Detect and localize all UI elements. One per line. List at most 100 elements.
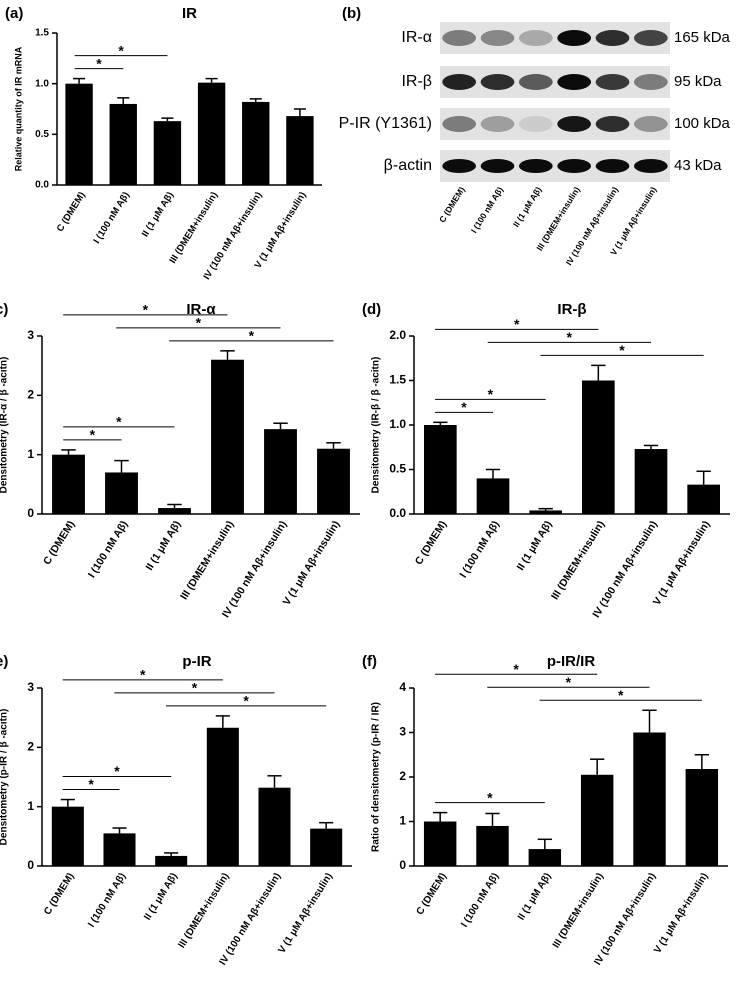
error-bar — [73, 77, 86, 84]
significance-label: * — [243, 693, 249, 709]
bar — [423, 821, 457, 866]
y-tick-label: 1.5 — [389, 373, 406, 387]
significance-label: * — [118, 42, 124, 58]
bar — [310, 828, 343, 866]
y-tick-label: 3 — [399, 725, 406, 739]
error-bar — [485, 812, 500, 826]
blot-size-label: 95 kDa — [674, 73, 722, 90]
error-bar — [538, 507, 553, 511]
y-axis-label: Densitometry (p-IR / β -acitn) — [0, 709, 10, 846]
chart-title: IR-α — [186, 301, 216, 318]
error-bar — [433, 811, 448, 822]
significance-label: * — [618, 687, 624, 703]
x-tick-label: C (DMEM) — [413, 519, 449, 567]
error-bar — [60, 798, 75, 807]
x-tick-label: V (1 μM Aβ+insulin) — [652, 871, 710, 955]
error-bar — [117, 97, 130, 104]
y-tick-label: 0.5 — [389, 462, 406, 476]
blot-lane-label: C (DMEM) — [437, 185, 467, 224]
blot-band — [442, 74, 477, 90]
blot-lane-label: I (100 nM Aβ) — [469, 185, 505, 235]
error-bar — [249, 98, 262, 102]
x-tick-label: II (1 μM Aβ) — [142, 871, 180, 922]
blot-strip — [440, 150, 670, 182]
significance-label: * — [567, 329, 573, 345]
significance-label: * — [196, 315, 202, 331]
y-tick-label: 1 — [399, 814, 406, 828]
x-tick-label: C (DMEM) — [415, 871, 449, 917]
y-tick-label: 3 — [27, 680, 34, 694]
panel-label: (c) — [0, 301, 8, 318]
blot-strip — [440, 22, 670, 54]
blot-row-label: P-IR (Y1361) — [339, 115, 432, 132]
x-tick-label: C (DMEM) — [55, 190, 88, 234]
error-bar — [267, 775, 282, 788]
x-tick-label: IV (100 nM Aβ+insulin) — [592, 871, 658, 967]
bar — [528, 849, 562, 866]
significance-label: * — [487, 789, 493, 805]
blot-strip — [440, 66, 670, 98]
error-bar — [485, 468, 501, 479]
bar — [103, 833, 136, 866]
panel-label: (a) — [5, 5, 23, 22]
bar — [264, 429, 297, 514]
bar — [51, 806, 84, 866]
y-tick-label: 0 — [27, 858, 34, 872]
x-tick-label: III (DMEM+insulin) — [178, 519, 236, 602]
blot-band — [442, 30, 477, 46]
error-bar — [694, 754, 709, 769]
blot-row-label: IR-β — [401, 73, 432, 90]
x-tick-label: I (100 nM Aβ) — [91, 190, 131, 246]
significance-label: * — [143, 302, 149, 318]
y-tick-label: 1 — [27, 447, 34, 461]
y-tick-label: 0 — [27, 506, 34, 520]
error-bar — [167, 503, 182, 509]
x-tick-label: V (1 μM Aβ+insulin) — [281, 519, 343, 608]
blot-band — [633, 116, 668, 132]
error-bar — [696, 470, 711, 485]
blot-band — [557, 30, 592, 46]
error-bar — [433, 421, 448, 425]
y-tick-label: 2 — [27, 740, 34, 754]
x-tick-label: I (100 nM Aβ) — [86, 871, 128, 929]
bar — [580, 774, 614, 866]
bar — [242, 101, 270, 185]
y-tick-label: 1.0 — [35, 78, 49, 89]
blot-band — [595, 116, 630, 132]
panel-label: (e) — [0, 653, 8, 670]
blot-size-label: 165 kDa — [674, 29, 731, 46]
x-tick-label: III (DMEM+insulin) — [167, 190, 220, 265]
x-tick-label: I (100 nM Aβ) — [86, 519, 131, 580]
x-tick-label: IV (100 nM Aβ+insulin) — [217, 871, 283, 967]
bar — [476, 478, 510, 514]
significance-label: * — [566, 674, 572, 690]
blot-band — [633, 30, 668, 46]
y-tick-label: 0 — [399, 858, 406, 872]
significance-label: * — [514, 316, 520, 332]
blot-band — [518, 159, 553, 173]
chart-title: IR-β — [557, 301, 586, 318]
bar — [582, 380, 615, 514]
blot-row-label: β-actin — [384, 157, 432, 174]
panel-label: (f) — [362, 653, 377, 670]
bar — [258, 787, 291, 866]
blot-band — [557, 74, 592, 90]
blot-band — [480, 74, 515, 90]
x-tick-label: III (DMEM+insulin) — [551, 871, 606, 950]
bar — [153, 121, 182, 185]
x-tick-label: I (100 nM Aβ) — [459, 871, 501, 929]
error-bar — [293, 108, 306, 117]
bar — [476, 825, 509, 866]
x-tick-label: C (DMEM) — [41, 519, 77, 567]
significance-label: * — [249, 328, 255, 344]
error-bar — [319, 821, 334, 829]
x-tick-label: II (1 μM Aβ) — [143, 519, 183, 573]
blot-band — [480, 159, 515, 173]
blot-band — [595, 30, 630, 46]
x-tick-label: V (1 μM Aβ+insulin) — [651, 519, 713, 608]
error-bar — [114, 459, 129, 473]
x-tick-label: II (1 μM Aβ) — [516, 871, 554, 922]
error-bar — [112, 827, 127, 834]
